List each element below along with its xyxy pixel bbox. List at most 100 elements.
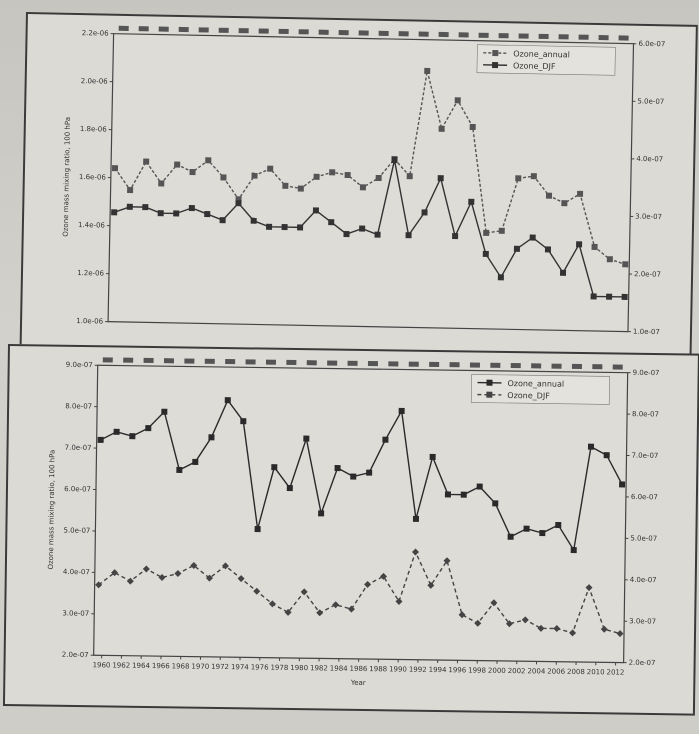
- data-point: [208, 434, 215, 441]
- top-year-tick-mark: [358, 30, 369, 36]
- data-point: [97, 436, 104, 443]
- top-year-tick-mark: [178, 26, 189, 33]
- data-point: [606, 256, 613, 263]
- top-year-tick-mark: [123, 357, 134, 363]
- right-tick-label: 2.0e-07: [629, 659, 656, 667]
- data-point: [205, 574, 213, 582]
- data-point: [591, 243, 598, 251]
- data-point: [530, 173, 537, 180]
- top-year-tick-mark: [418, 31, 429, 37]
- x-tick-label: 1980: [290, 664, 308, 672]
- data-point: [539, 530, 546, 537]
- top-year-tick-mark: [578, 34, 589, 40]
- data-point: [332, 601, 340, 609]
- data-point: [569, 629, 577, 637]
- data-point: [429, 453, 436, 460]
- data-point: [268, 600, 276, 608]
- data-point: [505, 620, 513, 628]
- data-point: [297, 185, 304, 192]
- data-point: [303, 435, 310, 442]
- data-point: [300, 588, 308, 596]
- top-year-tick-mark: [367, 361, 378, 367]
- data-point: [312, 207, 319, 214]
- x-tick-label: 1994: [429, 666, 447, 674]
- data-point: [129, 433, 136, 440]
- x-tick-label: 2002: [508, 667, 526, 675]
- right-tick-label: 2.0e-07: [634, 270, 661, 279]
- data-point: [476, 483, 483, 490]
- data-point: [555, 521, 562, 529]
- top-year-tick-mark: [163, 358, 175, 364]
- x-tick-label: 2004: [527, 667, 545, 675]
- left-tick-label: 1.8e-06: [80, 125, 108, 134]
- data-point: [188, 204, 195, 212]
- top-year-tick-mark: [498, 33, 509, 39]
- data-point: [521, 616, 529, 624]
- x-tick-label: 1976: [251, 663, 269, 671]
- data-point: [570, 547, 577, 554]
- data-point: [95, 581, 103, 589]
- top-year-tick-mark: [184, 358, 195, 364]
- series-line-ozone-djf: [98, 550, 621, 635]
- data-point: [174, 570, 182, 578]
- data-point: [366, 469, 373, 476]
- top-year-tick-mark: [538, 33, 549, 40]
- data-point: [576, 241, 583, 248]
- top-year-tick-mark: [118, 25, 129, 31]
- left-tick-label: 1.0e-06: [76, 317, 104, 326]
- data-point: [282, 182, 289, 189]
- data-point: [111, 209, 118, 216]
- top-year-tick-mark: [510, 363, 521, 369]
- left-tick-label: 4.0e-07: [63, 568, 90, 576]
- top-year-tick-mark: [218, 27, 229, 33]
- right-tick-label: 5.0e-07: [637, 97, 664, 106]
- right-tick-label: 4.0e-07: [630, 576, 657, 584]
- data-point: [577, 190, 584, 197]
- data-point: [492, 500, 499, 507]
- data-point: [427, 581, 435, 589]
- data-point: [111, 165, 119, 172]
- right-tick-label: 6.0e-07: [631, 493, 658, 501]
- data-point: [267, 165, 274, 172]
- data-point: [350, 473, 357, 480]
- series-line-ozone-djf: [113, 159, 625, 298]
- left-tick-label: 1.4e-06: [78, 221, 106, 230]
- data-point: [375, 174, 382, 182]
- top-year-tick-mark: [429, 361, 440, 368]
- data-point: [553, 625, 561, 633]
- top-year-tick-mark: [398, 31, 409, 37]
- top-year-tick-mark: [238, 28, 249, 34]
- data-point: [359, 184, 366, 191]
- data-point: [189, 168, 196, 176]
- legend-marker: [492, 61, 499, 69]
- top-year-tick-mark: [347, 360, 358, 366]
- data-point: [391, 157, 398, 164]
- data-point: [405, 232, 412, 239]
- right-tick-label: 9.0e-07: [633, 369, 660, 377]
- data-point: [284, 608, 292, 616]
- left-tick-label: 9.0e-07: [66, 361, 93, 369]
- top-year-tick-mark: [265, 359, 277, 365]
- right-tick-label: 6.0e-07: [638, 40, 665, 49]
- data-point: [224, 397, 231, 404]
- top-year-tick-mark: [571, 363, 582, 370]
- top-year-tick-mark: [592, 364, 603, 370]
- x-axis-label: Year: [350, 679, 366, 687]
- data-point: [204, 211, 211, 218]
- top-year-tick-mark: [598, 34, 609, 41]
- data-point: [561, 200, 568, 207]
- data-point: [205, 157, 212, 164]
- legend-box: [476, 44, 616, 76]
- x-tick-label: 1992: [409, 666, 427, 674]
- data-point: [254, 526, 261, 533]
- data-point: [590, 293, 597, 300]
- x-tick-label: 1978: [270, 664, 288, 672]
- top-year-tick-mark: [102, 357, 113, 363]
- data-point: [523, 525, 530, 532]
- data-point: [316, 609, 324, 617]
- legend-marker: [486, 391, 493, 398]
- data-point: [237, 575, 245, 583]
- data-point: [606, 293, 613, 300]
- data-point: [411, 548, 419, 556]
- top-year-tick-mark: [143, 357, 154, 364]
